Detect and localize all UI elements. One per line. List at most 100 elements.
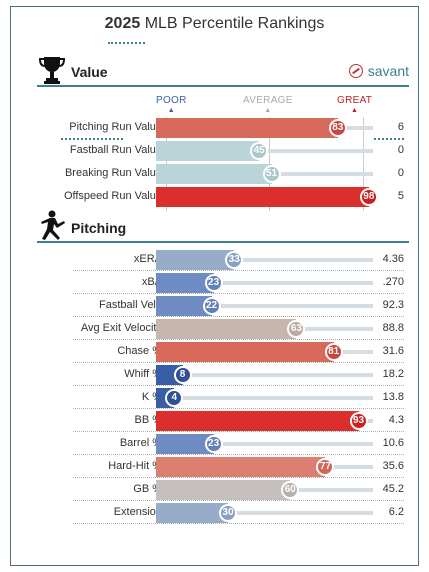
percentile-badge[interactable]: 83 [328, 119, 347, 137]
metric-bar [156, 503, 229, 523]
metric-value: 6.2 [388, 506, 404, 518]
percentile-badge[interactable]: 81 [324, 343, 343, 361]
metric-row[interactable]: BB % 93 4.3 [11, 410, 420, 432]
percentile-badge[interactable]: 4 [165, 389, 184, 407]
percentile-badge[interactable]: 23 [204, 274, 223, 292]
percentile-badge[interactable]: 22 [202, 297, 221, 315]
metric-row[interactable]: Fastball Velo 22 92.3 [11, 295, 420, 317]
metric-track [166, 396, 373, 400]
metric-row[interactable]: Hard-Hit % 77 35.6 [11, 456, 420, 478]
metric-bar [156, 164, 272, 184]
row-divider [73, 385, 404, 386]
metric-bar [156, 250, 235, 270]
trophy-icon [38, 57, 66, 84]
metric-row[interactable]: Whiff % 8 18.2 [11, 364, 420, 386]
row-divider [73, 270, 404, 271]
metric-row[interactable]: Breaking Run Value 51 0 [11, 163, 420, 185]
metric-value: .270 [382, 276, 404, 288]
row-divider [73, 454, 404, 455]
row-divider [73, 477, 404, 478]
metric-value: 13.8 [382, 391, 404, 403]
pitching-section-header: Pitching [37, 210, 409, 243]
metric-bar [156, 434, 214, 454]
value-section-label: Value [71, 64, 108, 80]
metric-value: 4.3 [388, 414, 404, 426]
metric-value: 35.6 [382, 460, 404, 472]
metric-value: 88.8 [382, 322, 404, 334]
percentile-badge[interactable]: 98 [359, 188, 378, 206]
metric-label: Extension [113, 506, 162, 518]
percentile-badge[interactable]: 93 [349, 412, 368, 430]
scale-average: AVERAGE ▲ [243, 95, 293, 114]
metric-row[interactable]: xBA 23.270 [11, 272, 420, 294]
metric-bar [156, 296, 212, 316]
highlight-dots-right [374, 138, 404, 140]
metric-row[interactable]: Pitching Run Value 83 6 [11, 117, 420, 139]
metric-row[interactable]: Fastball Run Value 45 0 [11, 140, 420, 162]
title-underline [108, 42, 145, 44]
row-divider [73, 293, 404, 294]
percentile-badge[interactable]: 51 [262, 165, 281, 183]
percentile-badge[interactable]: 23 [204, 435, 223, 453]
metric-label: Chase % [117, 345, 162, 357]
percentile-badge[interactable]: 33 [225, 251, 244, 269]
metric-value: 4.36 [382, 253, 404, 265]
percentile-badge[interactable]: 8 [173, 366, 192, 384]
scale-poor: POOR ▲ [156, 95, 187, 114]
metric-label: Avg Exit Velocity [80, 322, 162, 334]
title-year: 2025 [104, 15, 141, 32]
row-divider [73, 523, 404, 524]
pitcher-icon [41, 210, 65, 240]
savant-brand: savant [367, 63, 409, 79]
metric-bar [156, 187, 369, 207]
metric-row[interactable]: GB % 60 45.2 [11, 479, 420, 501]
metric-value: 5 [397, 190, 404, 202]
scale-great: GREAT ▲ [337, 95, 372, 114]
scale-average-label: AVERAGE [243, 95, 293, 106]
metric-row[interactable]: Avg Exit Velocity 63 88.8 [11, 318, 420, 340]
metric-value: 45.2 [382, 483, 404, 495]
metric-bar [156, 342, 334, 362]
metric-value: 0 [397, 144, 404, 156]
percentile-badge[interactable]: 77 [316, 458, 335, 476]
metric-label: GB % [133, 483, 162, 495]
metric-bar [156, 118, 338, 138]
metric-bar [156, 411, 359, 431]
metric-row[interactable]: Barrel % 23 10.6 [11, 433, 420, 455]
metric-row[interactable]: Extension 30 6.2 [11, 502, 420, 524]
metric-label: Barrel % [119, 437, 162, 449]
percentile-badge[interactable]: 63 [287, 320, 306, 338]
percentile-badge[interactable]: 60 [281, 481, 300, 499]
percentile-badge[interactable]: 45 [250, 142, 269, 160]
metric-row[interactable]: xERA 33 4.36 [11, 249, 420, 271]
metric-track [166, 373, 373, 377]
metric-value: 18.2 [382, 368, 404, 380]
savant-logo[interactable]: savant [348, 63, 409, 79]
metric-value: 92.3 [382, 299, 404, 311]
scale-great-label: GREAT [337, 95, 373, 106]
row-divider [73, 316, 404, 317]
metric-value: 10.6 [382, 437, 404, 449]
percentile-card: 2025 MLB Percentile Rankings Value savan… [10, 6, 419, 566]
metric-bar [156, 319, 297, 339]
value-section-header: Value savant [37, 57, 409, 87]
metric-row[interactable]: Chase % 81 31.6 [11, 341, 420, 363]
metric-track [166, 304, 373, 308]
metric-row[interactable]: Offspeed Run Value 98 5 [11, 186, 420, 208]
metric-track [166, 149, 373, 153]
metric-label: Offspeed Run Value [63, 190, 162, 202]
metric-label: Fastball Run Value [69, 144, 162, 156]
metric-row[interactable]: K % 4 13.8 [11, 387, 420, 409]
metric-label: xERA [133, 253, 162, 265]
metric-label: Breaking Run Value [64, 167, 162, 179]
metric-track [166, 442, 373, 446]
guide-line-great [363, 117, 364, 211]
metric-label: Pitching Run Value [69, 121, 162, 133]
metric-label: Fastball Velo [99, 299, 162, 311]
metric-track [166, 258, 373, 262]
row-divider [73, 362, 404, 363]
page-title: 2025 MLB Percentile Rankings [11, 15, 418, 33]
metric-bar [156, 480, 291, 500]
metric-label: BB % [134, 414, 162, 426]
percentile-badge[interactable]: 30 [219, 504, 238, 522]
